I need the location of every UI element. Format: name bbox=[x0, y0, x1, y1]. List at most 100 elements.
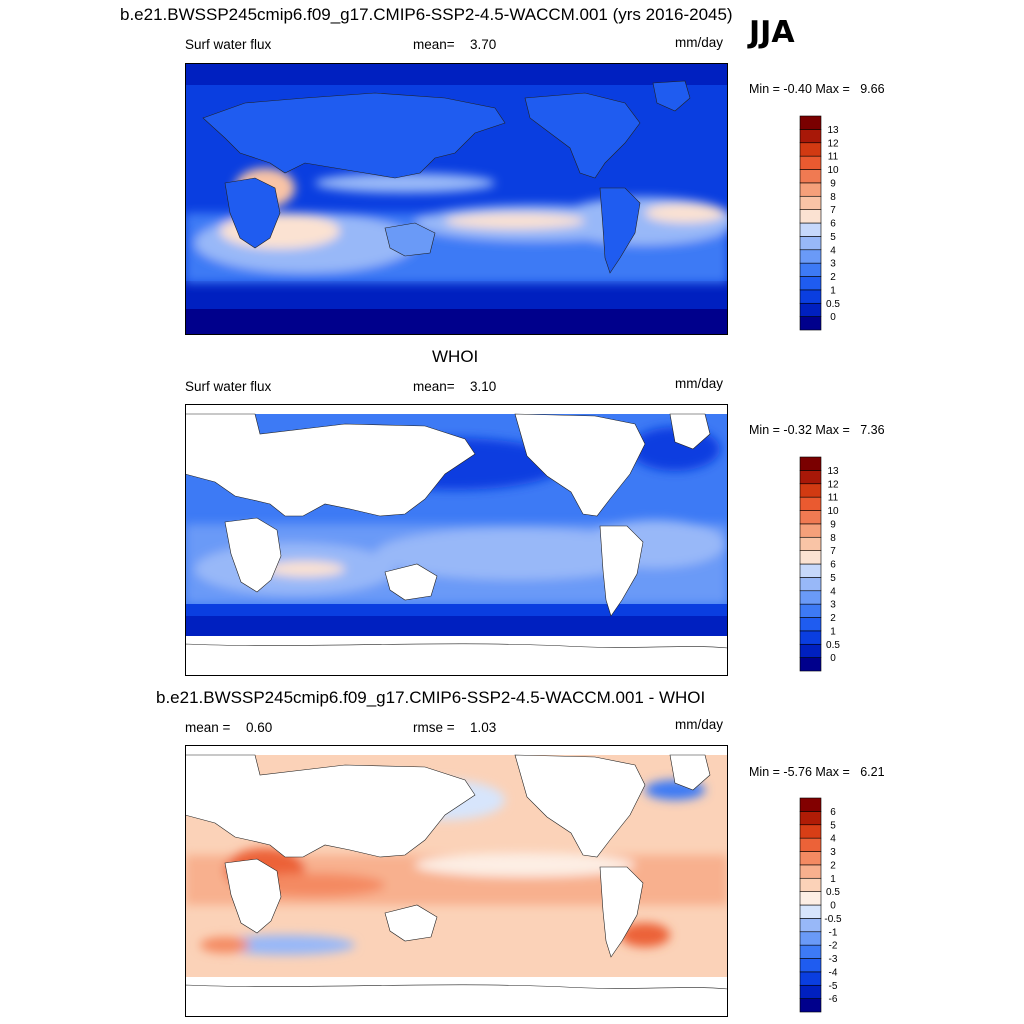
panel3-rmse-label: rmse = bbox=[413, 720, 455, 735]
panel2-land bbox=[185, 413, 728, 676]
panel2-max-value: 7.36 bbox=[860, 423, 885, 437]
colorbar-tick-label: 0 bbox=[830, 312, 836, 323]
panel2-max-label: Max = bbox=[815, 423, 850, 437]
colorbar-swatch bbox=[799, 249, 822, 264]
colorbar-tick-label: 3 bbox=[830, 847, 836, 858]
colorbar-swatch bbox=[799, 944, 822, 959]
panel2-map bbox=[185, 404, 728, 676]
colorbar-tick-label: -5 bbox=[829, 981, 838, 992]
panel2-mean-value: 3.10 bbox=[470, 379, 497, 394]
colorbar-swatch bbox=[799, 209, 822, 224]
colorbar-swatch bbox=[799, 129, 822, 144]
colorbar-tick-label: 0.5 bbox=[826, 887, 840, 898]
colorbar-tick-label: 0 bbox=[830, 653, 836, 664]
colorbar-tick-label: 11 bbox=[828, 152, 839, 163]
panel1-map-frame bbox=[185, 63, 728, 335]
colorbar-swatch bbox=[799, 182, 822, 197]
colorbar-swatch bbox=[799, 523, 822, 538]
panel2-australia bbox=[384, 563, 438, 601]
colorbar-tick-label: 7 bbox=[830, 546, 836, 557]
colorbar-swatch bbox=[799, 891, 822, 906]
panel3-greenland bbox=[669, 754, 711, 791]
panel1-south-america bbox=[599, 187, 641, 274]
panel3-title: b.e21.BWSSP245cmip6.f09_g17.CMIP6-SSP2-4… bbox=[156, 688, 706, 707]
panel3-minmax: Min = -5.76 Max = 6.21 bbox=[749, 766, 885, 779]
colorbar-tick-label: 2 bbox=[830, 272, 836, 283]
colorbar-swatch bbox=[799, 811, 822, 826]
colorbar-swatch bbox=[799, 837, 822, 852]
panel2-min-value: -0.32 bbox=[783, 423, 812, 437]
panel3-mean-label: mean = bbox=[185, 720, 231, 735]
panel3-map bbox=[185, 745, 728, 1017]
colorbar-tick-label: 13 bbox=[827, 125, 839, 136]
panel3-map-frame bbox=[185, 745, 728, 1017]
colorbar-tick-label: 3 bbox=[830, 259, 836, 270]
colorbar-tick-label: 5 bbox=[830, 232, 836, 243]
colorbar-swatch bbox=[799, 904, 822, 919]
colorbar-swatch bbox=[799, 864, 822, 879]
colorbar-tick-label: 6 bbox=[830, 807, 836, 818]
panel3-eurasia bbox=[185, 754, 476, 858]
colorbar-swatch bbox=[799, 496, 822, 511]
colorbar-tick-label: -0.5 bbox=[824, 914, 842, 925]
panel1-mean-label: mean= bbox=[413, 37, 455, 52]
colorbar-tick-label: -2 bbox=[829, 941, 838, 952]
panel2-min-label: Min = bbox=[749, 423, 780, 437]
panel1-units: mm/day bbox=[675, 35, 724, 50]
colorbar-swatch bbox=[799, 142, 822, 157]
panel2-eurasia bbox=[185, 413, 476, 517]
colorbar-tick-label: 0.5 bbox=[826, 640, 840, 651]
colorbar-swatch bbox=[799, 824, 822, 839]
panel1-australia bbox=[384, 222, 436, 257]
panel3-south-america bbox=[599, 866, 644, 958]
colorbar-swatch bbox=[799, 470, 822, 485]
colorbar-swatch bbox=[799, 456, 822, 471]
colorbar-tick-label: 8 bbox=[830, 192, 836, 203]
panel3-land bbox=[185, 754, 728, 1017]
colorbar-swatch bbox=[799, 195, 822, 210]
colorbar-tick-label: 1 bbox=[830, 626, 836, 637]
colorbar-tick-label: 4 bbox=[830, 586, 836, 597]
panel3-antarctica bbox=[185, 984, 728, 1017]
panel2-greenland bbox=[669, 413, 711, 450]
panel2-indian-ocean-high bbox=[265, 561, 345, 577]
colorbar-swatch bbox=[799, 155, 822, 170]
colorbar-swatch bbox=[799, 236, 822, 251]
panel1-eurasia bbox=[202, 92, 506, 179]
panel2-title: WHOI bbox=[432, 347, 479, 366]
panel1-atlantic-high bbox=[645, 203, 725, 223]
panel2-map-frame bbox=[185, 404, 728, 676]
panel2-antarctica bbox=[185, 643, 728, 676]
colorbar-tick-label: 1 bbox=[830, 285, 836, 296]
panel2-variable-label: Surf water flux bbox=[185, 379, 272, 394]
colorbar-tick-label: 12 bbox=[827, 479, 839, 490]
panel2-north-america bbox=[514, 413, 646, 517]
colorbar-swatch bbox=[799, 222, 822, 237]
colorbar-tick-label: 5 bbox=[830, 820, 836, 831]
panel2-south-america bbox=[599, 525, 644, 617]
colorbar-swatch bbox=[799, 590, 822, 605]
panel1-min-label: Min = bbox=[749, 82, 780, 96]
colorbar-swatch bbox=[799, 316, 822, 331]
panel3-southwest-high bbox=[200, 937, 250, 953]
panel1-pacific-south-high bbox=[445, 213, 585, 229]
colorbar-swatch bbox=[799, 577, 822, 592]
panel3-units: mm/day bbox=[675, 717, 724, 732]
colorbar-tick-label: 4 bbox=[830, 834, 836, 845]
panel2-antarctic-field bbox=[185, 616, 728, 636]
colorbar-tick-label: 7 bbox=[830, 205, 836, 216]
panel3-max-label: Max = bbox=[815, 765, 850, 779]
colorbar-swatch bbox=[799, 630, 822, 645]
panel3-africa bbox=[224, 858, 282, 934]
colorbar-swatch bbox=[799, 115, 822, 130]
panel1-title: b.e21.BWSSP245cmip6.f09_g17.CMIP6-SSP2-4… bbox=[120, 5, 733, 24]
colorbar-tick-label: 9 bbox=[830, 178, 836, 189]
panel3-min-value: -5.76 bbox=[783, 765, 812, 779]
colorbar-tick-label: 10 bbox=[827, 506, 839, 517]
colorbar-tick-label: 4 bbox=[830, 245, 836, 256]
panel1-mean-value: 3.70 bbox=[470, 37, 497, 52]
panel3-southern-low bbox=[215, 935, 355, 955]
colorbar-tick-label: 0 bbox=[830, 901, 836, 912]
